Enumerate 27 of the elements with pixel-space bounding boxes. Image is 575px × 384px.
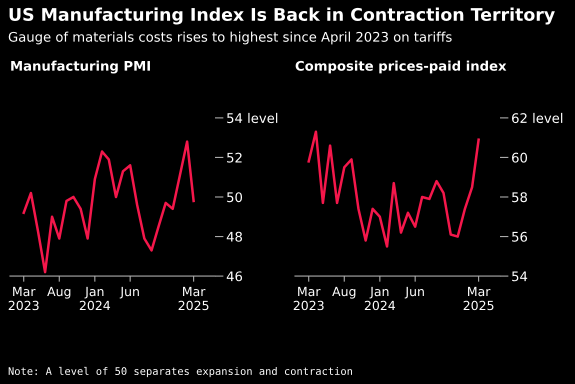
y-tick-label: 52 [227,152,242,163]
y-tick-label: 60 [512,152,528,163]
y-tick-label: 62 level [512,112,562,124]
line-series [22,140,195,274]
y-tick-label: 54 level [227,112,278,124]
x-tick-label: Mar 2025 [464,286,494,310]
x-tick-label: Jun [404,286,424,299]
text: Note: A level of 50 separates expansion and contraction [8,366,352,378]
x-tick-label: Mar 2023 [294,286,324,310]
text: US Manufacturing Index Is Back in Contraction Territory [10,8,555,24]
y-tick-label: 50 [227,192,242,202]
x-tick-label: Aug [332,286,356,299]
x-tick-label: Jun [120,286,139,299]
text: Gauge of materials costs rises to highest since April 2023 on tariffs [8,32,452,44]
y-tick-label: 58 [512,192,527,202]
x-tick-label: Jan 2024 [80,286,110,310]
x-tick-label: Aug [47,286,70,299]
y-tick-label: 46 [226,271,242,282]
y-tick-label: 54 [512,271,528,282]
y-tick-label: 48 [226,232,242,242]
line-series [307,130,480,248]
x-tick-label: Jan 2024 [364,286,396,310]
chart-title: Manufacturing PMI [11,60,150,74]
chart-title: Composite prices-paid index [296,60,506,74]
y-tick-label: 56 [512,232,528,242]
x-tick-label: Mar 2025 [178,286,208,310]
x-tick-label: Mar 2023 [8,286,39,310]
